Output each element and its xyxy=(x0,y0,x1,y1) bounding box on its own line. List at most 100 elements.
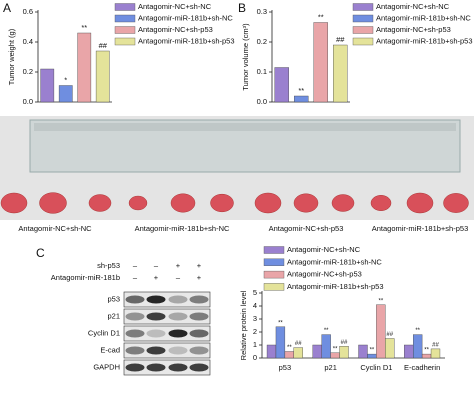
group-label: Antagomir-NC+sh-p53 xyxy=(269,224,344,233)
legend-swatch xyxy=(352,37,374,46)
blot-band xyxy=(168,329,188,338)
significance-mark: ** xyxy=(415,328,420,334)
band-label: E-cad xyxy=(100,345,120,354)
bar xyxy=(333,44,348,103)
blot-band xyxy=(125,312,145,321)
legend-swatch xyxy=(263,270,285,279)
tumor xyxy=(210,193,234,213)
bar xyxy=(40,68,55,103)
bar xyxy=(385,338,395,359)
blot-strip xyxy=(123,291,211,308)
bar xyxy=(421,353,432,359)
blot-band xyxy=(189,312,209,321)
blot-band xyxy=(168,346,188,355)
y-tick-label: 0.1 xyxy=(257,67,267,76)
condition-sign: + xyxy=(154,273,159,282)
band-label: p21 xyxy=(107,311,120,320)
tumor xyxy=(170,193,196,213)
significance-mark: ** xyxy=(370,348,375,354)
bar xyxy=(330,352,340,359)
blot-band xyxy=(125,329,145,338)
x-tick-label: E-cadherin xyxy=(404,363,440,372)
condition-sign: + xyxy=(176,261,181,270)
bar xyxy=(376,304,386,359)
significance-mark: ** xyxy=(81,23,87,32)
legend-swatch xyxy=(263,283,285,291)
blot-band xyxy=(168,295,188,304)
x-tick-label: Cyclin D1 xyxy=(360,363,392,372)
significance-mark: ** xyxy=(287,345,292,351)
significance-mark: ** xyxy=(324,328,329,334)
significance-mark: ## xyxy=(432,342,439,348)
tumor xyxy=(331,194,355,212)
legend-label: Antagomir-NC+sh-NC xyxy=(287,245,361,254)
tumor xyxy=(128,195,148,211)
group-label: Antagomir-miR-181b+sh-NC xyxy=(135,224,230,233)
bar xyxy=(313,22,328,103)
legend-label: Antagomir-miR-181b+sh-p53 xyxy=(376,36,473,45)
legend-swatch xyxy=(114,14,136,23)
significance-mark: ** xyxy=(378,298,383,304)
legend-label: Antagomir-NC+sh-p53 xyxy=(138,25,213,34)
condition-sign: – xyxy=(176,273,181,282)
legend-label: Antagomir-NC+sh-p53 xyxy=(287,270,362,279)
significance-mark: * xyxy=(64,75,67,84)
band-label: GAPDH xyxy=(93,362,120,371)
blot-band xyxy=(125,295,145,304)
condition-sign: – xyxy=(154,261,159,270)
condition-sign: + xyxy=(197,273,202,282)
condition-sign: – xyxy=(133,261,138,270)
blot-strip xyxy=(123,359,211,376)
group-label: Antagomir-miR-181b+sh-p53 xyxy=(372,224,469,233)
legend-label: Antagomir-NC+sh-NC xyxy=(376,2,450,11)
blot-band xyxy=(146,312,166,321)
y-tick-label: 0.0 xyxy=(257,97,267,106)
significance-mark: ** xyxy=(318,12,324,21)
bar xyxy=(266,344,277,359)
legend-label: Antagomir-miR-181b+sh-NC xyxy=(376,13,471,22)
y-axis-label: Tumor volume (cm³) xyxy=(241,23,250,91)
blot-band xyxy=(125,363,145,372)
group-label: Antagomir-NC+sh-NC xyxy=(18,224,92,233)
y-tick-label: 3 xyxy=(253,314,257,323)
legend-label: Antagomir-miR-181b+sh-NC xyxy=(138,13,233,22)
condition-label: sh-p53 xyxy=(97,261,120,270)
y-tick-label: 0.0 xyxy=(23,97,33,106)
y-axis-label: Relative protein level xyxy=(239,290,248,360)
legend-swatch xyxy=(114,3,136,11)
legend-swatch xyxy=(263,246,285,254)
legend-swatch xyxy=(352,26,374,34)
legend-label: Antagomir-NC+sh-NC xyxy=(138,2,212,11)
bar xyxy=(284,351,294,359)
y-tick-label: 4 xyxy=(253,301,257,310)
x-tick-label: p21 xyxy=(324,363,337,372)
blot-strip xyxy=(123,325,211,342)
band-label: Cyclin D1 xyxy=(88,328,120,337)
significance-mark: ** xyxy=(424,348,429,354)
x-tick-label: p53 xyxy=(279,363,292,372)
blot-strip xyxy=(123,342,211,359)
bar xyxy=(358,344,368,359)
blot-band xyxy=(189,346,209,355)
bar xyxy=(321,334,331,359)
bar xyxy=(58,85,73,103)
y-tick-label: 0 xyxy=(253,353,257,362)
blot-band xyxy=(189,363,209,372)
bar xyxy=(339,346,349,359)
y-tick-label: 0.4 xyxy=(23,37,33,46)
significance-mark: ## xyxy=(386,332,393,338)
tumor xyxy=(39,192,67,214)
tumor xyxy=(406,192,434,214)
significance-mark: ## xyxy=(336,35,345,44)
bar xyxy=(312,344,322,359)
bar xyxy=(274,67,289,103)
blot-strip xyxy=(123,308,211,325)
y-tick-label: 0.2 xyxy=(23,67,33,76)
y-tick-label: 2 xyxy=(253,327,257,336)
y-axis-label: Tumor weight (g) xyxy=(7,28,16,85)
blot-band xyxy=(146,363,166,372)
y-tick-label: 5 xyxy=(253,288,257,297)
significance-mark: ** xyxy=(278,320,283,326)
ruler-scale xyxy=(34,123,456,131)
